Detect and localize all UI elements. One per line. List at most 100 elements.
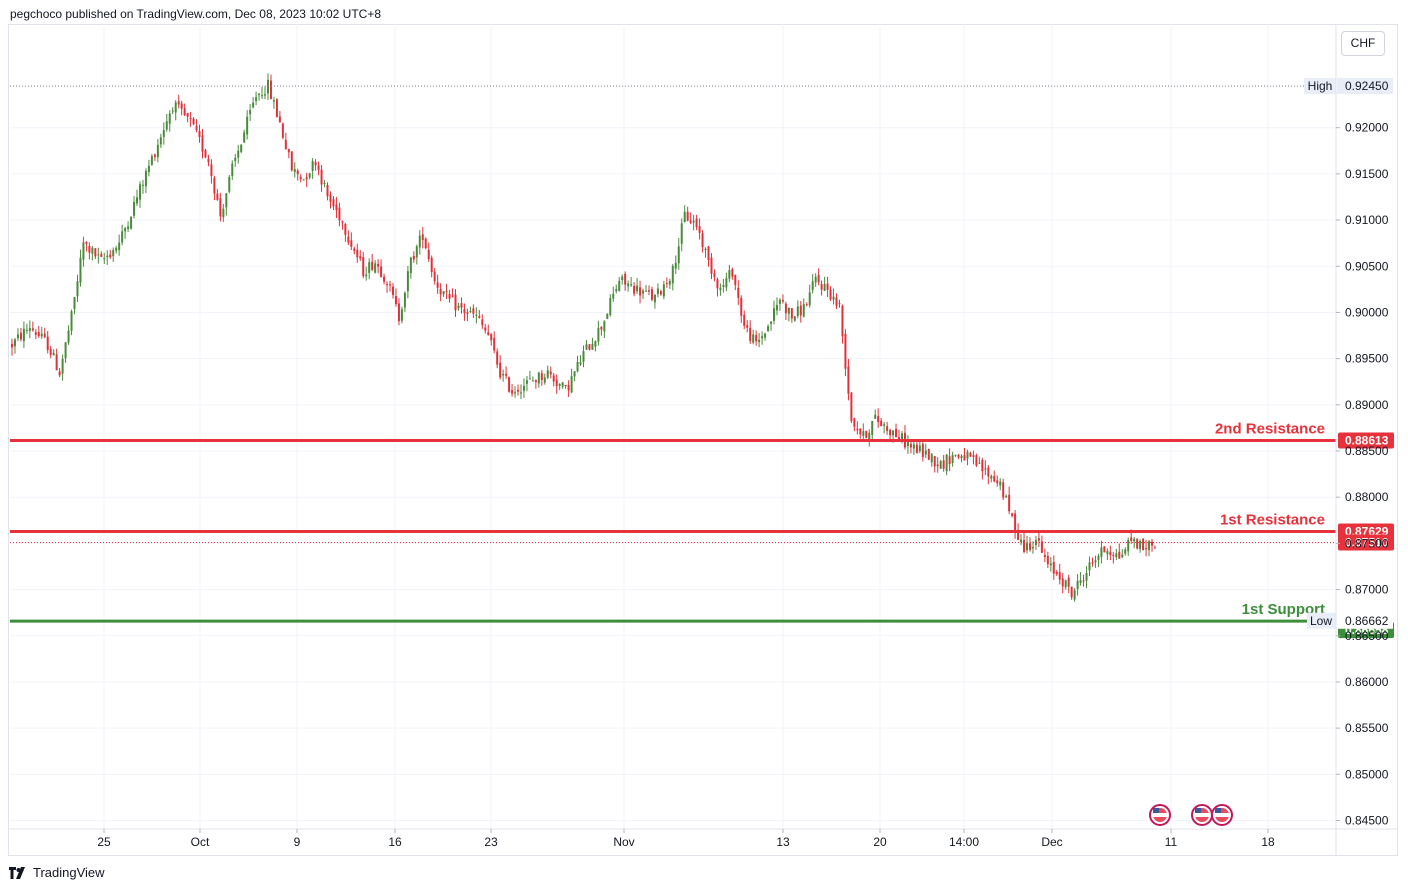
candle-body — [636, 285, 639, 292]
candle-body — [284, 139, 287, 149]
event-flag-icon[interactable] — [1191, 804, 1213, 826]
candle-body — [514, 392, 517, 394]
candle-body — [889, 429, 892, 436]
candle-body — [475, 314, 478, 316]
low-tag-label: Low — [1310, 614, 1332, 628]
candle-body — [418, 235, 421, 248]
candle-body — [892, 430, 895, 436]
candle-body — [659, 291, 662, 295]
candle-body — [597, 327, 600, 342]
candle-body — [136, 197, 139, 204]
candle-body — [207, 158, 210, 163]
candle-body — [228, 176, 231, 192]
candle-body — [921, 443, 924, 457]
candle-body — [829, 289, 832, 300]
candle-body — [874, 414, 877, 419]
candle-body — [293, 169, 296, 173]
candle-body — [37, 332, 40, 336]
y-tick-label: 0.88000 — [1345, 490, 1389, 504]
candle-body — [162, 130, 165, 137]
candle-body — [585, 344, 588, 350]
candle-body — [1100, 547, 1103, 557]
candle-body — [990, 475, 993, 479]
candle-body — [79, 257, 82, 283]
candle-body — [915, 444, 918, 454]
candle-body — [153, 154, 156, 157]
candle-body — [886, 426, 889, 431]
candle-body — [1034, 540, 1037, 546]
candle-body — [1127, 539, 1130, 552]
candle-body — [823, 284, 826, 291]
candle-body — [460, 303, 463, 308]
candle-body — [70, 311, 73, 331]
candle-body — [787, 307, 790, 314]
candle-body — [296, 170, 299, 175]
y-tick-label: 0.91000 — [1345, 213, 1389, 227]
candle-body — [558, 383, 561, 386]
candle-body — [594, 341, 597, 347]
candle-body — [1061, 578, 1064, 587]
candle-body — [264, 94, 267, 96]
candle-body — [168, 113, 171, 124]
candle-body — [213, 177, 216, 194]
event-flag-icon[interactable] — [1149, 804, 1171, 826]
footer[interactable]: TradingView — [9, 865, 105, 880]
x-tick-label: Oct — [191, 835, 210, 849]
candle-body — [543, 377, 546, 383]
candle-body — [400, 309, 403, 321]
candle-body — [409, 257, 412, 274]
candle-body — [784, 303, 787, 314]
candle-body — [1136, 539, 1139, 549]
candle-body — [1148, 541, 1151, 551]
candle-body — [642, 290, 645, 294]
candle-body — [778, 299, 781, 304]
candle-body — [912, 444, 915, 449]
candle-body — [627, 283, 630, 287]
currency-button[interactable]: CHF — [1341, 31, 1385, 56]
candle-body — [713, 273, 716, 278]
candle-body — [567, 385, 570, 391]
candle-body — [332, 199, 335, 207]
candle-body — [1118, 551, 1121, 559]
candle-body — [1037, 538, 1040, 541]
candle-body — [1070, 586, 1073, 598]
candle-body — [76, 281, 79, 297]
candle-body — [799, 305, 802, 316]
candle-body — [103, 258, 106, 260]
candle-body — [993, 476, 996, 482]
candle-body — [380, 266, 383, 278]
event-icons[interactable] — [1149, 804, 1233, 826]
candle-body — [341, 221, 344, 223]
candle-body — [761, 336, 764, 339]
candle-body — [722, 284, 725, 288]
candle-body — [537, 372, 540, 384]
candle-body — [412, 255, 415, 260]
y-tick-label: 0.87000 — [1345, 583, 1389, 597]
candle-body — [299, 176, 302, 180]
candle-body — [1073, 590, 1076, 600]
candle-body — [439, 288, 442, 295]
candle-body — [323, 182, 326, 184]
candle-body — [987, 467, 990, 477]
candle-body — [668, 280, 671, 285]
event-flag-icon[interactable] — [1211, 804, 1233, 826]
candle-body — [1058, 572, 1061, 580]
x-tick-label: 16 — [388, 835, 402, 849]
candle-body — [25, 329, 28, 331]
levels: High 0.92450 2nd Resistance 0.88613 1st Resi… — [10, 78, 1394, 639]
candle-body — [192, 118, 195, 125]
candle-body — [880, 420, 883, 427]
candle-body — [758, 339, 761, 343]
candle-body — [1028, 543, 1031, 550]
grid — [10, 24, 1336, 829]
y-tick-label: 0.89000 — [1345, 398, 1389, 412]
candle-body — [618, 280, 621, 292]
candle-body — [505, 373, 508, 376]
candle-body — [144, 170, 147, 187]
candle-body — [680, 223, 683, 244]
candle-body — [555, 379, 558, 387]
tradingview-logo-icon — [9, 866, 25, 879]
candle-body — [481, 319, 484, 326]
y-tick-label: 0.88500 — [1345, 444, 1389, 458]
